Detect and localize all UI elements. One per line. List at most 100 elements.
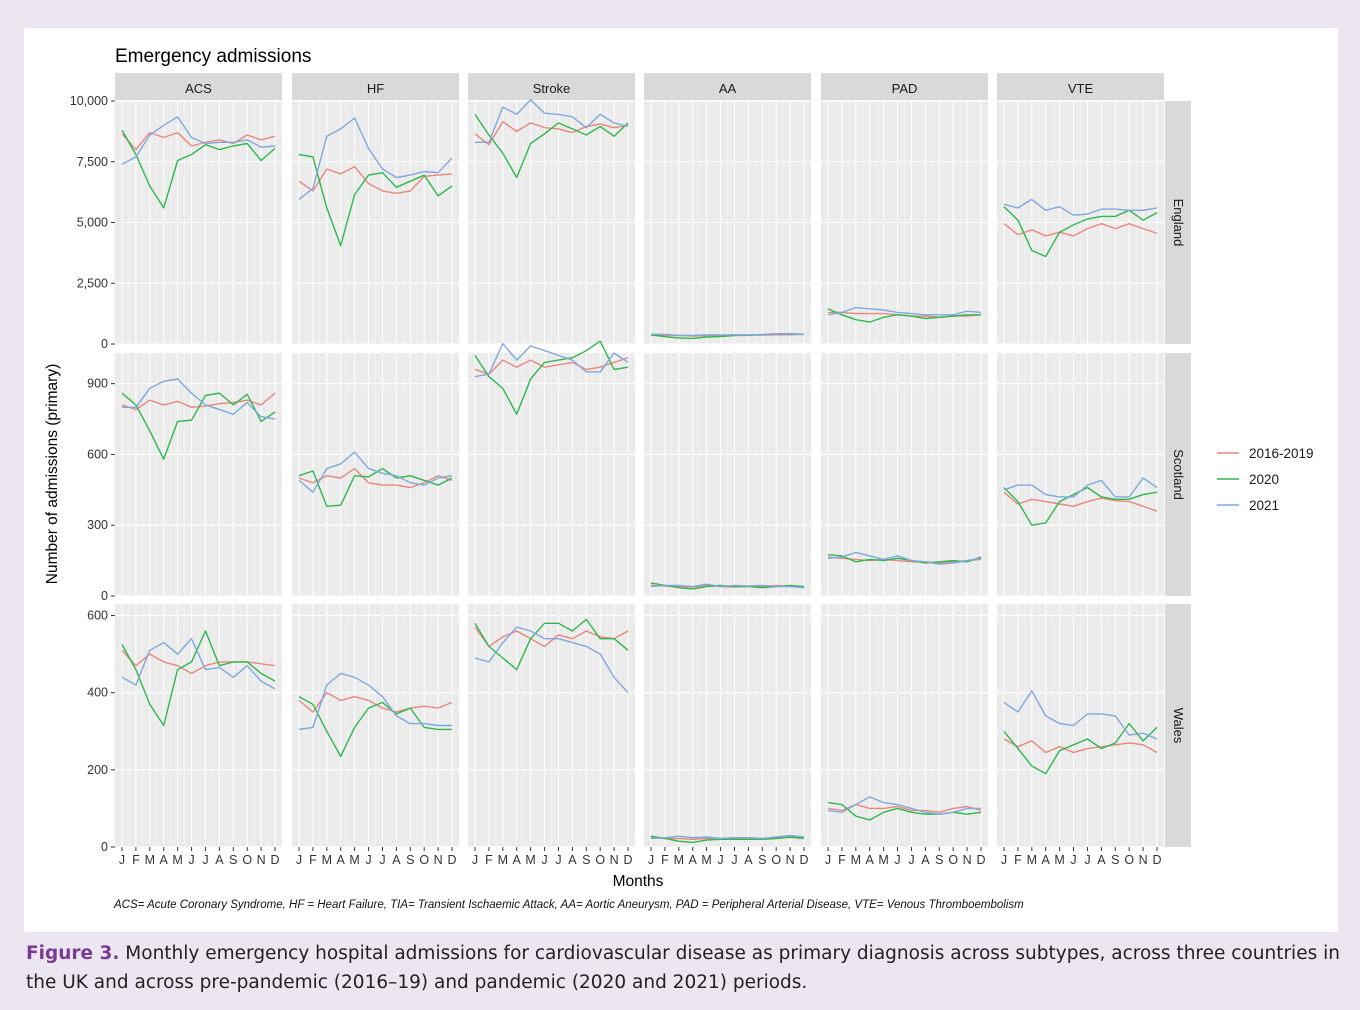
x-tick-label: J [894,853,900,867]
panel-wales-pad [821,604,988,848]
x-tick-label: O [595,853,605,867]
series-line-2020 [298,695,452,758]
panel-england-vte [997,100,1164,345]
series-line-2021 [1003,198,1158,216]
y-tick-label: 0 [101,337,108,351]
x-tick-label: N [434,853,443,867]
panel-england-aa [644,100,811,345]
x-tick-label: N [610,853,619,867]
series-line-2021 [827,551,982,565]
x-tick-label: D [447,853,456,867]
x-tick-label: J [825,853,831,867]
x-tick-label: O [948,853,958,867]
y-tick-label: 10,000 [70,94,108,108]
series-line-2020 [298,153,453,247]
x-tick-label: S [758,853,766,867]
series-line-2021 [298,672,452,731]
x-tick-label: J [188,853,194,867]
panel-wales-hf [292,604,459,848]
y-tick-label: 900 [87,377,108,391]
x-tick-label: J [202,853,208,867]
x-tick-label: A [568,853,577,867]
x-tick-label: J [365,853,371,867]
x-tick-label: O [242,853,252,867]
panel-scotland-stroke [468,340,635,597]
series-line-2021 [474,342,629,378]
y-tick-label: 400 [87,686,108,700]
x-axis-title: Months [613,873,664,890]
panel-scotland-hf [292,353,459,597]
series-line-2020 [121,129,276,209]
x-tick-label: A [866,853,875,867]
series-line-2016-2019 [1003,491,1158,512]
series-line-2016-2019 [474,626,629,648]
facet-strip-wales [1165,604,1191,847]
series-line-2021 [298,451,453,493]
x-tick-label: F [838,853,846,867]
figure-label: Figure 3. [26,943,120,964]
x-tick-label: M [525,853,535,867]
x-tick-label: N [257,853,266,867]
panel-wales-aa [644,604,811,848]
y-tick-label: 2,500 [77,276,108,290]
facet-strip-label-stroke: Stroke [533,81,571,96]
x-tick-label: S [582,853,590,867]
facet-strip-label-vte: VTE [1068,81,1094,96]
series-line-2016-2019 [1003,738,1158,754]
x-tick-label: A [392,853,401,867]
x-tick-label: A [215,853,224,867]
x-tick-label: O [771,853,781,867]
x-tick-label: S [229,853,237,867]
figure-caption: Figure 3. Monthly emergency hospital adm… [26,939,1342,997]
series-line-2016-2019 [298,165,453,195]
series-line-2020 [474,340,629,415]
y-tick-label: 0 [101,589,108,603]
x-tick-label: J [472,853,478,867]
x-tick-label: D [1152,853,1161,867]
facet-strip-label-wales: Wales [1171,708,1186,744]
x-tick-label: N [963,853,972,867]
facet-strip-label-hf: HF [367,81,384,96]
x-tick-label: A [337,853,346,867]
series-line-2021 [1003,477,1158,498]
series-line-2021 [121,638,276,690]
x-tick-label: M [674,853,684,867]
x-tick-label: J [1070,853,1076,867]
x-tick-label: J [648,853,654,867]
x-tick-label: D [976,853,985,867]
series-line-2016-2019 [121,131,276,151]
panel-scotland-aa [644,353,811,597]
series-line-2020 [827,801,982,821]
series-line-2021 [1003,690,1158,740]
x-tick-label: J [379,853,385,867]
x-tick-label: N [786,853,795,867]
panel-scotland-acs [115,353,282,597]
x-tick-label: J [1001,853,1007,867]
series-line-2021 [475,99,629,144]
x-tick-label: J [908,853,914,867]
faceted-line-chart: Emergency admissions ACS HF Stroke AA PAD VTE… [44,46,1314,911]
facet-strip-aa [644,73,811,100]
facet-strip-england [1165,101,1191,344]
series-line-2016-2019 [474,357,629,375]
x-tick-label: A [513,853,522,867]
series-line-2020 [1003,206,1158,258]
x-tick-label: M [878,853,888,867]
x-tick-label: A [921,853,930,867]
x-tick-label: J [717,853,723,867]
series-line-2016-2019 [298,692,453,713]
x-tick-label: D [799,853,808,867]
y-tick-label: 300 [87,518,108,532]
series-line-2020 [1003,722,1158,775]
series-line-2021 [650,834,805,840]
series-line-2021 [121,116,276,165]
facet-strip-label-pad: PAD [892,81,918,96]
x-tick-label: F [132,853,140,867]
panel-scotland-pad [821,353,988,597]
series-line-2021 [827,796,981,815]
y-tick-label: 5,000 [77,216,108,230]
facet-strip-pad [821,73,988,100]
x-tick-label: N [1139,853,1148,867]
figure-caption-text: Monthly emergency hospital admissions fo… [26,943,1340,993]
x-tick-label: A [1097,853,1106,867]
